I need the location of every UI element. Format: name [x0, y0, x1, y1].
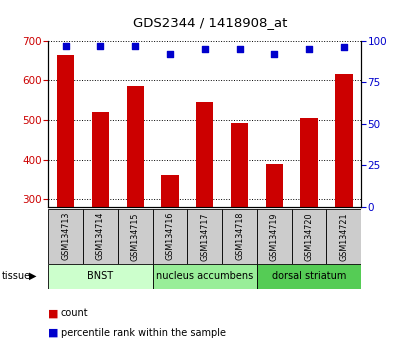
Text: count: count	[61, 308, 89, 318]
Text: ■: ■	[48, 308, 59, 318]
Point	[271, 51, 278, 57]
Text: tissue: tissue	[2, 271, 31, 281]
Bar	[126, 86, 144, 207]
Text: GSM134713: GSM134713	[61, 212, 70, 261]
Bar	[300, 118, 318, 207]
Point	[236, 46, 243, 52]
Bar	[152, 209, 187, 264]
Point	[62, 43, 69, 48]
Text: nucleus accumbens: nucleus accumbens	[156, 271, 253, 281]
Bar	[48, 209, 83, 264]
Bar	[118, 209, 152, 264]
Bar	[196, 102, 213, 207]
Point	[167, 51, 173, 57]
Point	[306, 46, 312, 52]
Text: GSM134721: GSM134721	[339, 212, 348, 261]
Text: GSM134716: GSM134716	[165, 212, 174, 261]
Text: BNST: BNST	[87, 271, 113, 281]
Text: GDS2344 / 1418908_at: GDS2344 / 1418908_at	[133, 16, 287, 29]
Bar	[291, 209, 326, 264]
Text: GSM134720: GSM134720	[304, 212, 314, 261]
Point	[132, 43, 139, 48]
Bar	[161, 175, 178, 207]
Bar	[48, 264, 152, 289]
Bar	[187, 209, 222, 264]
Bar	[152, 264, 257, 289]
Text: ▶: ▶	[29, 271, 37, 281]
Point	[202, 46, 208, 52]
Bar	[326, 209, 361, 264]
Bar	[265, 164, 283, 207]
Text: GSM134719: GSM134719	[270, 212, 279, 261]
Text: GSM134718: GSM134718	[235, 212, 244, 261]
Text: GSM134714: GSM134714	[96, 212, 105, 261]
Bar	[83, 209, 118, 264]
Text: percentile rank within the sample: percentile rank within the sample	[61, 328, 226, 338]
Bar	[57, 55, 74, 207]
Text: dorsal striatum: dorsal striatum	[272, 271, 346, 281]
Text: GSM134715: GSM134715	[131, 212, 140, 261]
Bar	[257, 209, 291, 264]
Bar	[335, 74, 352, 207]
Point	[97, 43, 104, 48]
Point	[341, 45, 347, 50]
Text: ■: ■	[48, 328, 59, 338]
Bar	[231, 123, 248, 207]
Bar	[257, 264, 361, 289]
Bar	[92, 112, 109, 207]
Text: GSM134717: GSM134717	[200, 212, 209, 261]
Bar	[222, 209, 257, 264]
